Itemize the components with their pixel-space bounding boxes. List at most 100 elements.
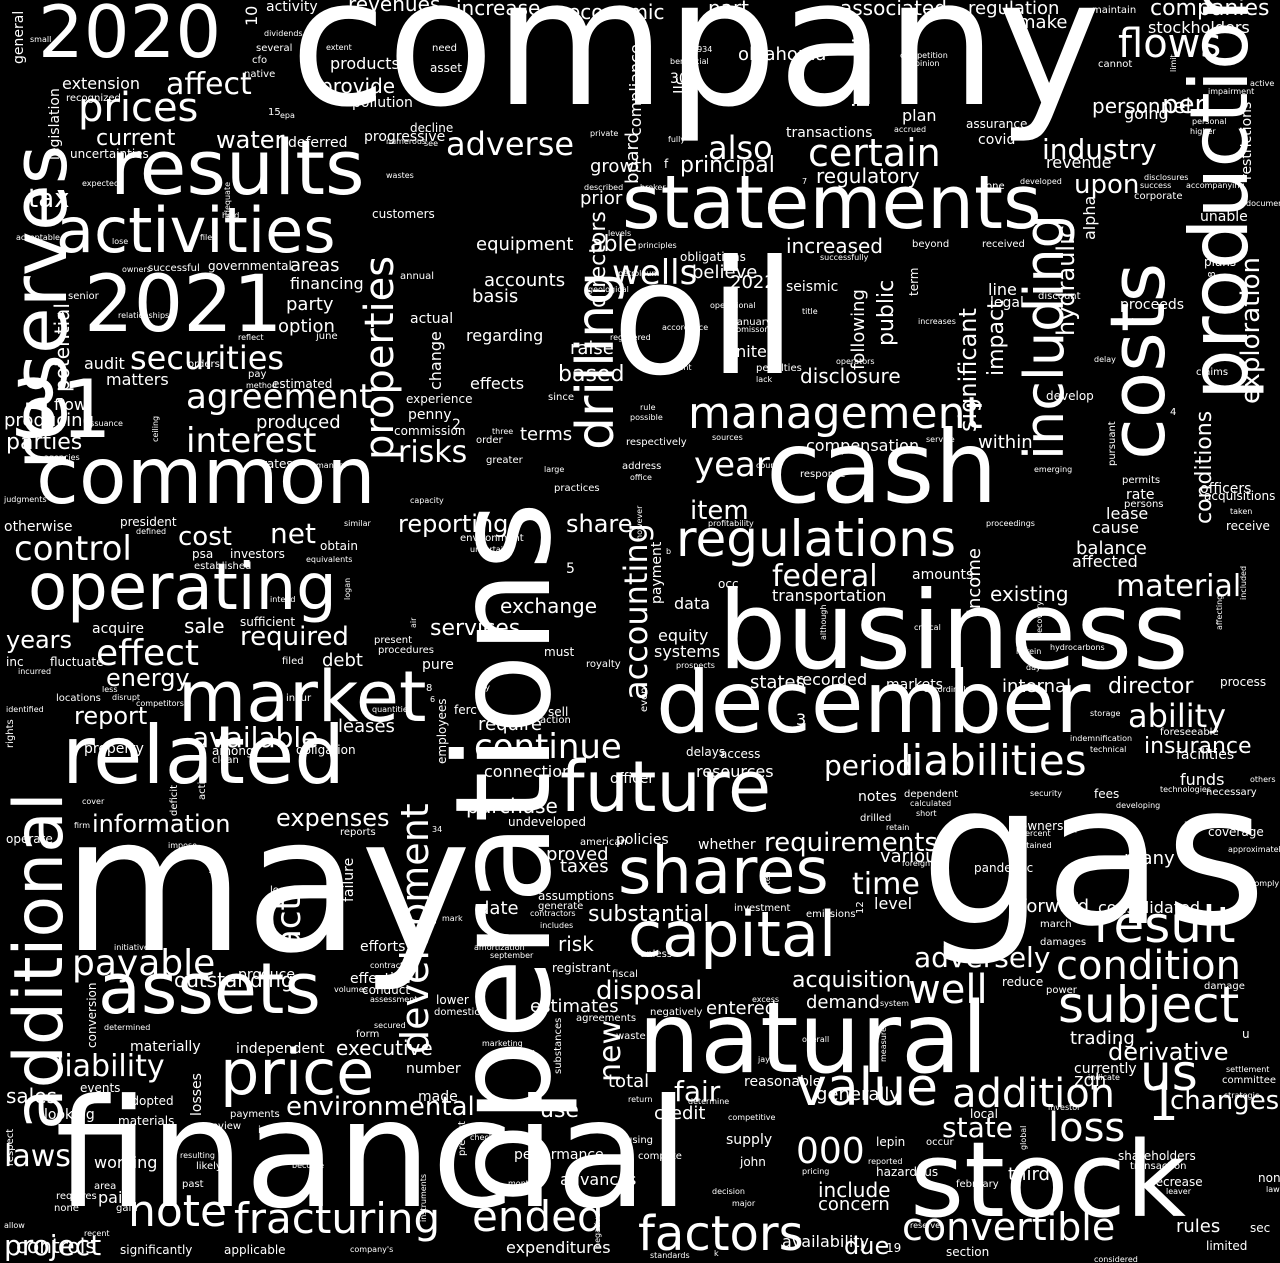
- word-addition: addition: [952, 1071, 1116, 1117]
- word-regarding: regarding: [466, 326, 544, 345]
- word-services: services: [430, 616, 521, 641]
- word-8: 8: [426, 683, 433, 694]
- word-often: often: [763, 871, 772, 892]
- word-adversely: adversely: [914, 941, 1051, 974]
- word-financing: financing: [290, 274, 364, 293]
- word-restrictions: restrictions: [1239, 101, 1255, 180]
- word-reported: reported: [868, 1157, 903, 1166]
- word-security: security: [1030, 789, 1062, 798]
- word-compensation: compensation: [806, 436, 920, 455]
- word-obtain: obtain: [320, 539, 358, 553]
- word-expenses: expenses: [276, 804, 390, 832]
- word-matters: matters: [106, 370, 169, 389]
- word-others: others: [1250, 775, 1276, 784]
- word-outstanding: outstanding: [174, 968, 294, 992]
- word-6: 6: [430, 695, 436, 704]
- word-actual: actual: [410, 311, 454, 327]
- word-governmental: governmental: [208, 259, 292, 273]
- word-risk: risk: [558, 932, 594, 956]
- word-wells: wells: [612, 253, 698, 293]
- word-based: based: [558, 362, 625, 387]
- word-penny: penny: [408, 407, 452, 423]
- word-compete: compete: [638, 1151, 682, 1162]
- word-regulations: regulations: [676, 510, 957, 568]
- word-order: order: [476, 435, 503, 446]
- word-ability: ability: [1128, 697, 1227, 735]
- word-law: law: [1266, 1185, 1280, 1194]
- word-use: use: [540, 1098, 579, 1123]
- word-affected: affected: [1072, 552, 1138, 571]
- word-considered: considered: [1094, 1255, 1138, 1263]
- word-sec: sec: [1250, 1221, 1271, 1235]
- word-reflect: reflect: [238, 333, 264, 342]
- word-technologies: technologies: [1160, 785, 1211, 794]
- word-investment: investment: [734, 903, 791, 914]
- word-successful: successful: [148, 263, 200, 274]
- word-respect: respect: [5, 1128, 16, 1166]
- word-oklahoma: oklahoma: [738, 44, 827, 65]
- word-american: american: [580, 837, 627, 848]
- word-interest: interest: [186, 421, 317, 461]
- word-officers: officers: [1200, 481, 1252, 497]
- word-risks: risks: [398, 435, 468, 470]
- word-delay: delay: [1094, 355, 1116, 364]
- word-regulation: regulation: [968, 0, 1060, 19]
- word-state: state: [942, 1111, 1013, 1144]
- word-assumptions: assumptions: [538, 889, 615, 903]
- word-rule: rule: [640, 403, 656, 412]
- word-ended: ended: [472, 1192, 604, 1241]
- word-march: march: [1040, 919, 1072, 930]
- word-2020: 2020: [38, 0, 222, 74]
- word-decline: decline: [410, 121, 454, 135]
- word-resulting: resulting: [180, 1151, 216, 1160]
- word-petroleum: petroleum: [618, 269, 660, 278]
- word-future: future: [560, 746, 772, 828]
- word-hydrocarbons: hydrocarbons: [1050, 643, 1105, 652]
- word-process: process: [1220, 675, 1267, 689]
- word-systems: systems: [654, 642, 721, 661]
- word-epa: epa: [280, 111, 295, 120]
- word-federal: federal: [772, 559, 878, 594]
- word-tax: tax: [28, 184, 70, 214]
- word-orders: orders: [188, 359, 220, 370]
- word-service: service: [926, 435, 955, 444]
- word-gain: gain: [116, 1203, 138, 1214]
- word-required: required: [240, 622, 349, 652]
- word-statements: statements: [622, 160, 1042, 246]
- word-purchase: purchase: [466, 794, 558, 818]
- word-proved: proved: [546, 844, 609, 865]
- word-sales: sales: [6, 1084, 57, 1108]
- word-estimated: estimated: [272, 377, 333, 391]
- word-none: none: [54, 1203, 79, 1214]
- word-policies: policies: [616, 832, 669, 848]
- word-accounting: accounting: [617, 523, 655, 700]
- word-levels: levels: [608, 229, 632, 238]
- word-profitability: profitability: [708, 519, 754, 528]
- word-even: even: [639, 687, 650, 712]
- word-geological: geological: [588, 285, 629, 294]
- word-oil: oil: [612, 227, 797, 411]
- word-sir: air: [409, 617, 418, 628]
- word-make: make: [1018, 12, 1068, 33]
- word-actions: actions: [197, 764, 208, 800]
- word-need: need: [432, 43, 457, 54]
- word-development: development: [393, 803, 437, 1054]
- word-subject: subject: [1058, 976, 1240, 1034]
- word-equity: equity: [658, 626, 709, 645]
- word-data: data: [674, 594, 711, 613]
- word-ferc: ferc: [454, 703, 477, 717]
- word-capital: capital: [628, 898, 837, 971]
- word-accordingly: accordingly: [924, 685, 971, 694]
- word-success: success: [1140, 181, 1172, 190]
- word-asset: asset: [430, 61, 462, 75]
- word-management: management: [688, 388, 983, 439]
- word-registered: registered: [610, 333, 651, 342]
- word-issuance: issuance: [88, 419, 123, 428]
- word-cannot: cannot: [1098, 59, 1133, 70]
- word-effective: effective: [350, 971, 411, 987]
- word-f: f: [664, 157, 669, 171]
- word-notes: notes: [858, 789, 897, 805]
- word-herein: herein: [1016, 647, 1042, 656]
- word-overall: overall: [802, 1035, 830, 1044]
- word-market: market: [178, 656, 427, 738]
